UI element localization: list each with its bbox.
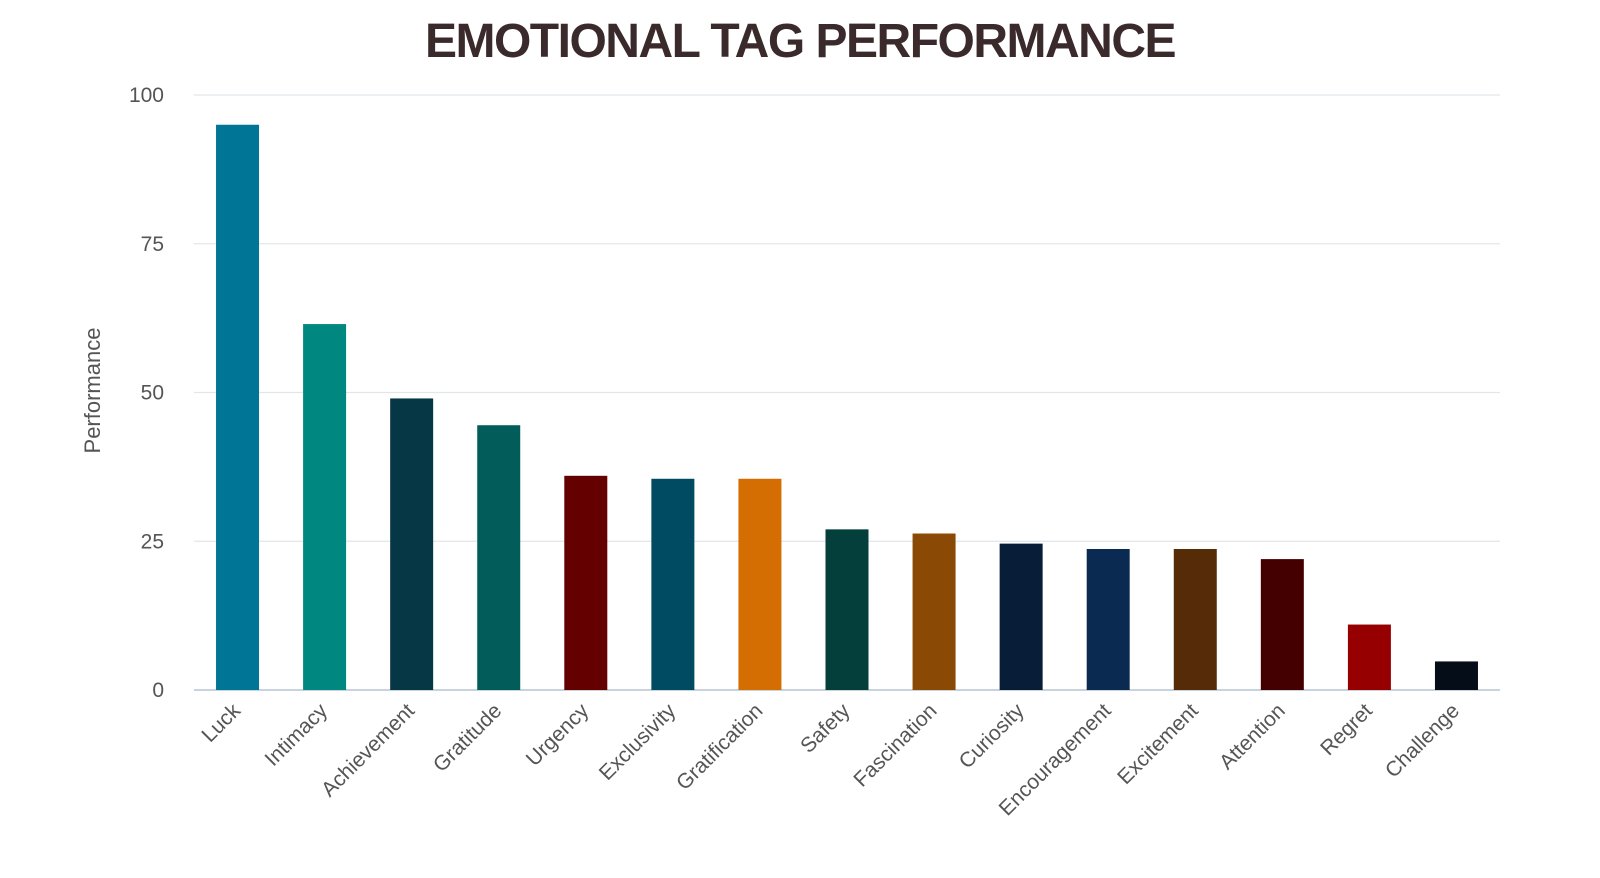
x-tick-label: Safety (796, 699, 855, 758)
bar-gratification[interactable] (738, 478, 782, 690)
x-tick-label: Intimacy (261, 699, 333, 771)
x-tick-label: Challenge (1381, 699, 1464, 782)
x-tick-label: Gratitude (429, 699, 506, 776)
bar-fascination[interactable] (912, 533, 956, 690)
bar-regret[interactable] (1347, 624, 1391, 690)
bar-encouragement[interactable] (1086, 548, 1130, 690)
bar-attention[interactable] (1260, 559, 1304, 690)
x-tick-label: Urgency (522, 699, 594, 771)
bar-challenge[interactable] (1434, 661, 1478, 690)
x-tick-label: Regret (1316, 699, 1377, 760)
y-tick-label: 75 (141, 233, 164, 256)
x-tick-label: Luck (197, 699, 245, 747)
bar-curiosity[interactable] (999, 543, 1043, 690)
bar-urgency[interactable] (564, 475, 608, 690)
y-tick-label: 100 (129, 84, 164, 107)
x-tick-label: Achievement (317, 699, 419, 801)
x-tick-label: Attention (1215, 699, 1290, 774)
bar-safety[interactable] (825, 529, 869, 690)
y-tick-label: 25 (141, 530, 164, 553)
bar-luck[interactable] (216, 124, 260, 690)
bar-exclusivity[interactable] (651, 478, 695, 690)
chart-title: EMOTIONAL TAG PERFORMANCE (424, 15, 1177, 68)
y-tick-label: 50 (141, 382, 164, 405)
bar-gratitude[interactable] (477, 425, 521, 690)
x-tick-label: Fascination (849, 699, 941, 791)
bar-excitement[interactable] (1173, 548, 1217, 690)
x-tick-label: Gratification (672, 699, 767, 794)
y-axis-ticks: 0 25 50 75 100 (129, 84, 164, 702)
x-tick-label: Excitement (1113, 699, 1203, 789)
y-axis-title: Performance (80, 328, 105, 454)
x-tick-label: Curiosity (955, 699, 1029, 773)
bars (216, 124, 1478, 690)
y-tick-label: 0 (152, 679, 164, 702)
bar-intimacy[interactable] (303, 324, 347, 690)
bar-achievement[interactable] (390, 398, 434, 690)
x-tick-label: Exclusivity (595, 699, 681, 785)
